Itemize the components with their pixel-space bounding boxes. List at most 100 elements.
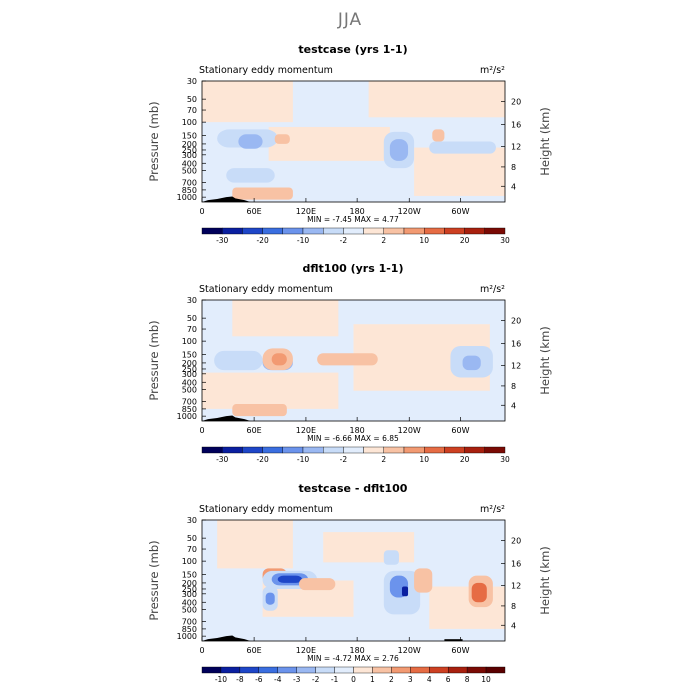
y-tick-label: 30 xyxy=(187,296,197,305)
colorbar-tick-label: 30 xyxy=(500,236,510,245)
y-tick-label: 200 xyxy=(182,359,197,368)
contour-region xyxy=(202,372,339,409)
y-tick-label: 100 xyxy=(182,557,197,566)
panel-title: dflt100 (yrs 1-1) xyxy=(303,262,404,275)
contour-region xyxy=(317,353,378,366)
x-tick-label: 120E xyxy=(296,646,316,655)
contour-field xyxy=(202,81,505,202)
colorbar-tick-label: 10 xyxy=(419,236,429,245)
colorbar-swatch xyxy=(444,227,465,235)
min-max-stats: MIN = -7.45 MAX = 4.77 xyxy=(307,215,399,224)
colorbar-swatch xyxy=(464,227,486,235)
x-tick-label: 0 xyxy=(199,426,204,435)
colorbar-swatch xyxy=(201,446,223,454)
y-tick-label: 70 xyxy=(187,106,197,115)
y-tick-label: 400 xyxy=(182,598,197,607)
y-tick-label: 200 xyxy=(182,579,197,588)
contour-field xyxy=(202,520,505,641)
figure-title: JJA xyxy=(337,10,363,30)
colorbar-swatch xyxy=(262,227,284,235)
y-tick-label: 30 xyxy=(187,516,197,525)
y-tick-label: 700 xyxy=(182,179,197,188)
colorbar-tick-label: 10 xyxy=(419,455,429,464)
x-tick-label: 180 xyxy=(349,426,364,435)
contour-region xyxy=(401,586,409,597)
colorbar-swatch xyxy=(296,666,316,674)
y2-axis-label: Height (km) xyxy=(538,107,552,176)
y2-tick-label: 16 xyxy=(511,121,521,130)
colorbar-swatch xyxy=(363,446,385,454)
y-tick-label: 50 xyxy=(187,534,197,543)
colorbar-swatch xyxy=(466,666,487,674)
colorbar-swatch xyxy=(239,666,260,674)
topography-mask xyxy=(444,639,463,641)
colorbar-swatch xyxy=(391,666,411,674)
y2-tick-label: 12 xyxy=(511,581,521,590)
x-tick-label: 120E xyxy=(296,426,316,435)
x-tick-label: 60W xyxy=(451,207,469,216)
contour-region xyxy=(271,353,287,366)
colorbar-swatch xyxy=(383,227,405,235)
y-tick-label: 850 xyxy=(182,186,197,195)
colorbar-swatch xyxy=(484,227,506,235)
units-label: m²/s² xyxy=(480,284,505,295)
colorbar-tick-label: 2 xyxy=(381,236,386,245)
y-tick-label: 100 xyxy=(182,118,197,127)
colorbar-tick-label: 2 xyxy=(389,675,394,684)
colorbar-tick-label: 10 xyxy=(481,675,491,684)
chart-panel-1: testcase (yrs 1-1) Stationary eddy moment… xyxy=(147,43,552,245)
y-tick-label: 850 xyxy=(182,405,197,414)
field-name-label: Stationary eddy momentum xyxy=(199,65,333,76)
y-tick-label: 200 xyxy=(182,140,197,149)
panel-title: testcase (yrs 1-1) xyxy=(298,43,407,56)
colorbar-swatch xyxy=(403,446,425,454)
colorbar-tick-label: -30 xyxy=(216,455,228,464)
x-tick-label: 180 xyxy=(349,207,364,216)
y2-tick-label: 8 xyxy=(511,382,516,391)
x-tick-label: 0 xyxy=(199,207,204,216)
colorbar-tick-label: 20 xyxy=(460,236,470,245)
y2-tick-label: 16 xyxy=(511,340,521,349)
contour-region xyxy=(232,404,287,417)
contour-region xyxy=(268,126,390,161)
y-tick-label: 150 xyxy=(182,350,197,359)
colorbar-swatch xyxy=(353,666,373,674)
colorbar-swatch xyxy=(258,666,278,674)
x-tick-label: 60E xyxy=(246,646,261,655)
colorbar-tick-label: 8 xyxy=(465,675,470,684)
y2-tick-label: 12 xyxy=(511,361,521,370)
contour-region xyxy=(214,350,263,371)
contour-region xyxy=(232,300,339,337)
y-tick-label: 1000 xyxy=(177,632,197,641)
y2-axis-label: Height (km) xyxy=(538,326,552,395)
contour-region xyxy=(471,582,487,603)
y-tick-label: 1000 xyxy=(177,412,197,421)
y-tick-label: 500 xyxy=(182,167,197,176)
colorbar-swatch xyxy=(464,446,486,454)
x-tick-label: 180 xyxy=(349,646,364,655)
y-tick-label: 70 xyxy=(187,325,197,334)
colorbar-swatch xyxy=(429,666,449,674)
colorbar-tick-label: 2 xyxy=(381,455,386,464)
panel-title: testcase - dflt100 xyxy=(299,482,408,495)
colorbar-swatch xyxy=(372,666,392,674)
colorbar-tick-label: -6 xyxy=(255,675,263,684)
min-max-stats: MIN = -6.66 MAX = 6.85 xyxy=(307,434,399,443)
colorbar-tick-label: -4 xyxy=(274,675,282,684)
colorbar-swatch xyxy=(323,227,344,235)
colorbar-swatch xyxy=(447,666,468,674)
y-tick-label: 500 xyxy=(182,606,197,615)
colorbar-swatch xyxy=(302,227,324,235)
y-tick-label: 300 xyxy=(182,370,197,379)
colorbar-swatch xyxy=(424,446,445,454)
colorbar-tick-label: -1 xyxy=(331,675,339,684)
x-tick-label: 120W xyxy=(398,207,421,216)
contour-region xyxy=(274,134,290,144)
colorbar-swatch xyxy=(343,227,364,235)
contour-region xyxy=(429,141,496,154)
y-tick-label: 250 xyxy=(182,365,197,374)
y-axis-label: Pressure (mb) xyxy=(147,320,161,400)
colorbar-tick-label: -2 xyxy=(340,236,348,245)
contour-region xyxy=(414,147,505,196)
y-tick-label: 250 xyxy=(182,146,197,155)
